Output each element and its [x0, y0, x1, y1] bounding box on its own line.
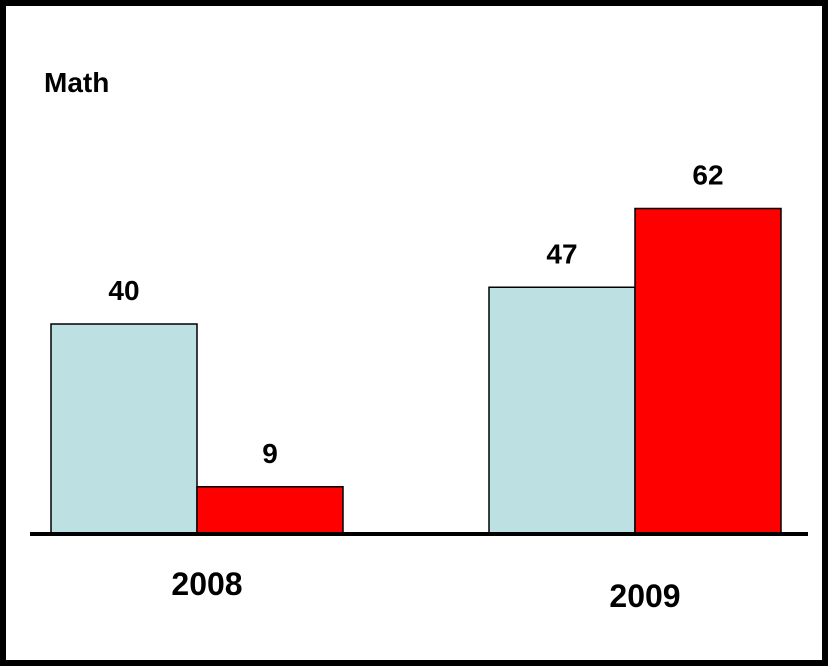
bar-2009-series-1 [488, 286, 636, 535]
chart-title: Math [44, 67, 109, 98]
bar-2009-series-2 [634, 207, 782, 535]
bars-layer [50, 207, 782, 535]
ticks-layer: 2008 2009 [171, 566, 680, 614]
data-label-2008-series-2: 9 [262, 438, 278, 469]
data-label-2008-series-1: 40 [108, 275, 139, 306]
x-tick-label-2009: 2009 [609, 578, 680, 614]
bar-2008-series-1 [50, 323, 198, 535]
data-label-2009-series-1: 47 [546, 238, 577, 269]
x-tick-label-2008: 2008 [171, 566, 242, 602]
bar-2008-series-2 [196, 486, 344, 535]
data-label-2009-series-2: 62 [692, 160, 723, 191]
labels-layer: 40 9 47 62 [108, 160, 723, 469]
